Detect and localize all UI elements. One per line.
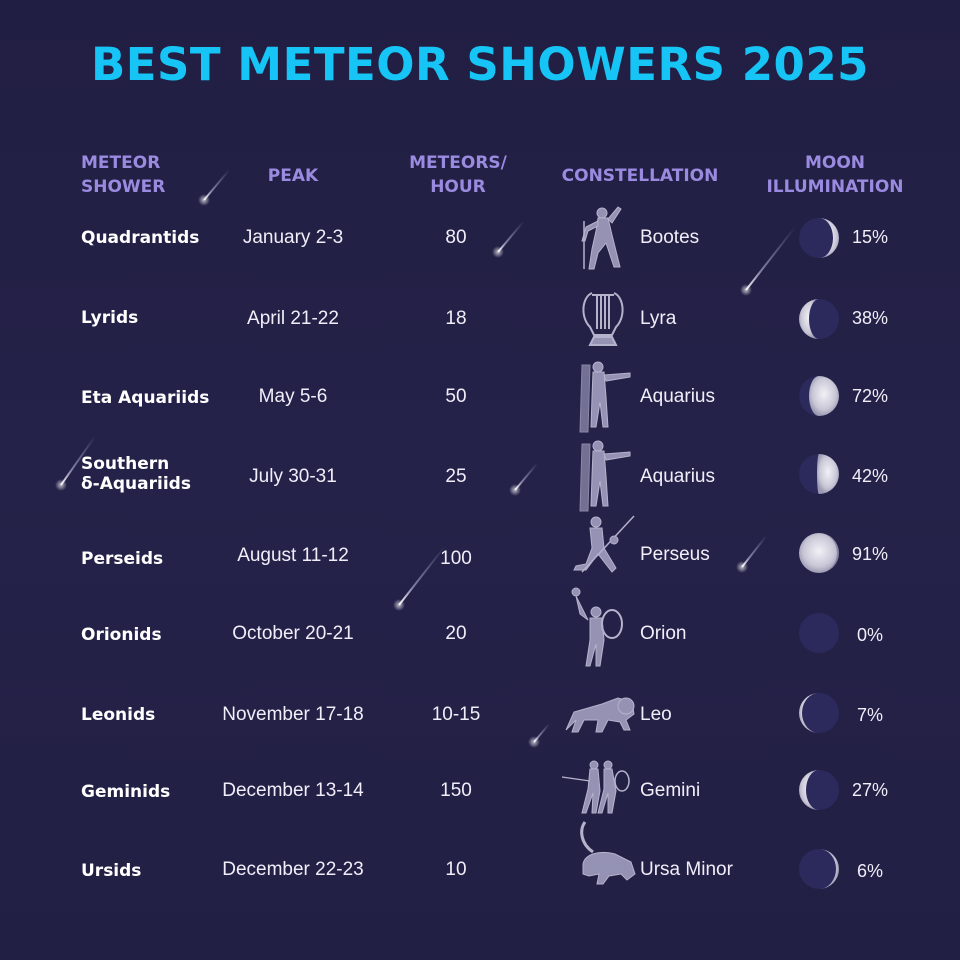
meteors-per-hour: 18 bbox=[445, 308, 467, 329]
peak-date: August 11-12 bbox=[237, 545, 349, 566]
table-row: Perseids August 11-12 100 Perseus 91% bbox=[0, 515, 960, 596]
meteors-per-hour: 150 bbox=[440, 780, 472, 801]
bear-figure-icon bbox=[580, 821, 636, 885]
header-label: METEORS/ bbox=[409, 153, 507, 173]
shower-name: Lyrids bbox=[81, 308, 139, 328]
peak-date: July 30-31 bbox=[249, 466, 337, 487]
moon-phase-icon bbox=[799, 454, 839, 494]
moon-phase-icon bbox=[799, 613, 839, 653]
peak-date: October 20-21 bbox=[232, 623, 354, 644]
header-label: MOON bbox=[804, 153, 866, 173]
shower-name-line: δ-Aquariids bbox=[81, 474, 191, 494]
header-label: SHOWER bbox=[81, 177, 166, 197]
moon-phase-icon bbox=[799, 533, 839, 573]
peak-date: January 2-3 bbox=[242, 227, 344, 248]
shower-name: Ursids bbox=[81, 861, 142, 881]
meteors-per-hour: 100 bbox=[440, 548, 472, 569]
shower-name: Quadrantids bbox=[81, 228, 200, 248]
moon-illumination-percent: 15% bbox=[851, 227, 889, 247]
twins-figure-icon bbox=[561, 760, 630, 814]
meteors-per-hour: 10 bbox=[445, 859, 467, 880]
perseus-figure-icon bbox=[573, 515, 635, 573]
lyre-figure-icon bbox=[582, 292, 624, 346]
table-row: Leonids November 17-18 10-15 Leo 7% bbox=[0, 674, 960, 754]
constellation-name: Leo bbox=[640, 704, 672, 725]
header-moon-illumination: MOON ILLUMINATION bbox=[760, 151, 910, 199]
header-label: ILLUMINATION bbox=[766, 177, 904, 197]
moon-illumination-percent: 91% bbox=[851, 544, 889, 564]
moon-illumination-percent: 42% bbox=[851, 466, 889, 486]
header-peak: PEAK bbox=[267, 166, 319, 186]
shower-name: Eta Aquariids bbox=[81, 388, 210, 408]
table-row: Quadrantids January 2-3 80 Bootes 15% bbox=[0, 197, 960, 277]
meteors-per-hour: 50 bbox=[445, 386, 467, 407]
header-constellation: CONSTELLATION bbox=[561, 166, 719, 186]
meteors-per-hour: 10-15 bbox=[431, 704, 481, 725]
table-row: Lyrids April 21-22 18 Lyra 38% bbox=[0, 277, 960, 357]
meteors-per-hour: 80 bbox=[445, 227, 467, 248]
moon-illumination-percent: 0% bbox=[856, 625, 883, 645]
moon-phase-icon bbox=[799, 299, 839, 339]
constellation-name: Aquarius bbox=[640, 466, 715, 487]
moon-illumination-percent: 72% bbox=[851, 386, 889, 406]
header-label: METEOR bbox=[81, 153, 161, 173]
page-title: BEST METEOR SHOWERS 2025 bbox=[90, 38, 869, 91]
table-row: Eta Aquariids May 5-6 50 Aquarius 72% bbox=[0, 357, 960, 437]
moon-illumination-percent: 27% bbox=[851, 780, 889, 800]
constellation-name: Gemini bbox=[640, 780, 701, 801]
moon-illumination-percent: 6% bbox=[856, 861, 883, 881]
peak-date: December 22-23 bbox=[222, 859, 364, 880]
meteors-per-hour: 20 bbox=[445, 623, 467, 644]
shower-name: Orionids bbox=[81, 625, 162, 645]
lion-figure-icon bbox=[565, 697, 635, 733]
constellation-name: Perseus bbox=[640, 544, 710, 565]
header-meteor-shower: METEOR SHOWER bbox=[81, 151, 165, 199]
aquarius-figure-icon bbox=[579, 440, 631, 512]
table-row: Geminids December 13-14 150 Gemini 27% bbox=[0, 751, 960, 831]
constellation-name: Orion bbox=[640, 623, 687, 644]
constellation-name: Aquarius bbox=[640, 386, 715, 407]
moon-phase-icon bbox=[799, 770, 839, 810]
meteors-per-hour: 25 bbox=[445, 466, 467, 487]
table-row: Ursids December 22-23 10 Ursa Minor 6% bbox=[0, 821, 960, 910]
peak-date: November 17-18 bbox=[222, 704, 364, 725]
shower-name: Leonids bbox=[81, 705, 156, 725]
constellation-name: Bootes bbox=[640, 227, 700, 248]
meteor-icon bbox=[203, 168, 231, 201]
moon-phase-icon bbox=[799, 849, 839, 889]
moon-illumination-percent: 7% bbox=[856, 705, 883, 725]
moon-phase-icon bbox=[799, 693, 839, 733]
shower-name: Geminids bbox=[81, 782, 171, 802]
moon-illumination-percent: 38% bbox=[851, 308, 889, 328]
aquarius-figure-icon bbox=[579, 361, 631, 433]
shower-name: Southern δ-Aquariids bbox=[81, 454, 191, 494]
peak-date: December 13-14 bbox=[222, 780, 364, 801]
header-meteors-per-hour: METEORS/ HOUR bbox=[398, 151, 518, 199]
header-label: HOUR bbox=[430, 177, 486, 197]
table-row: Southern δ-Aquariids July 30-31 25 Aquar… bbox=[0, 436, 960, 516]
moon-phase-icon bbox=[799, 218, 839, 258]
table-row: Orionids October 20-21 20 Orion 0% bbox=[0, 587, 960, 676]
shower-name: Perseids bbox=[81, 549, 164, 569]
constellation-name: Ursa Minor bbox=[640, 859, 733, 880]
peak-date: April 21-22 bbox=[247, 308, 339, 329]
peak-date: May 5-6 bbox=[258, 386, 328, 407]
bootes-figure-icon bbox=[581, 206, 622, 270]
shower-name-line: Southern bbox=[81, 454, 170, 474]
constellation-name: Lyra bbox=[640, 308, 677, 329]
orion-figure-icon bbox=[571, 587, 623, 667]
moon-phase-icon bbox=[799, 376, 839, 416]
